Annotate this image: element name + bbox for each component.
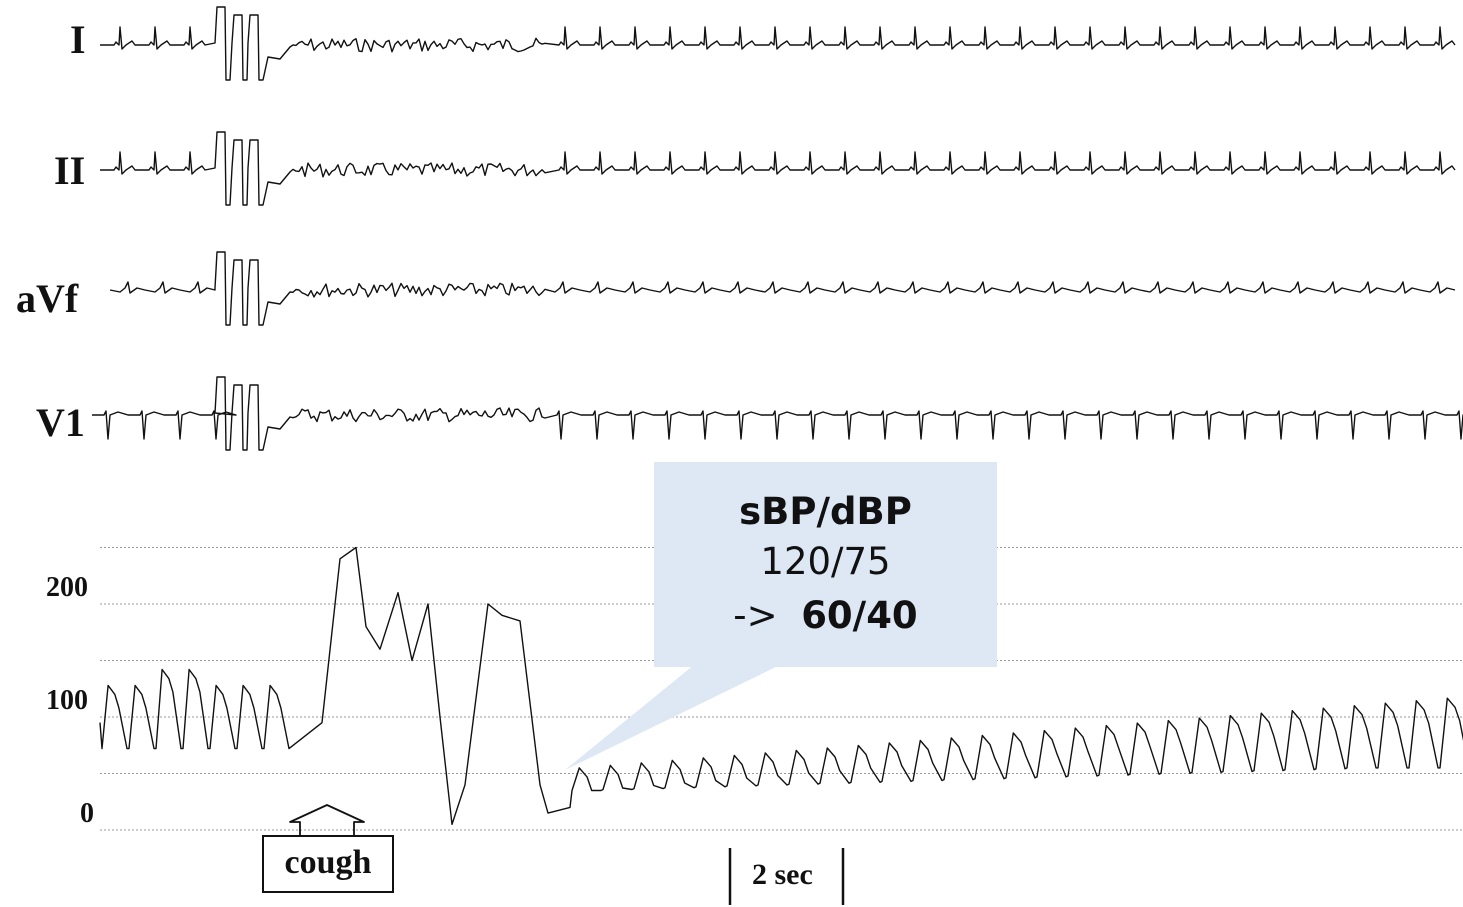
ecg-trace-ii	[100, 131, 1456, 206]
y-tick-100: 100	[46, 685, 88, 716]
cough-arrow-icon	[289, 804, 365, 836]
time-scale-label: 2 sec	[752, 858, 813, 891]
lead-label-II: II	[54, 148, 86, 193]
callout-arrow: ->	[733, 594, 778, 637]
bp-callout: sBP/dBP 120/75 -> 60/40	[654, 462, 997, 667]
callout-before: 120/75	[760, 540, 891, 583]
ecg-traces	[92, 6, 1463, 451]
ecg-trace-i	[100, 6, 1456, 81]
y-tick-200: 200	[46, 572, 88, 603]
ecg-trace-v1	[92, 376, 1463, 451]
annotation-markers	[289, 660, 845, 905]
ecg-trace-avf	[109, 251, 1456, 326]
y-tick-0: 0	[80, 798, 94, 829]
callout-after: 60/40	[801, 594, 918, 637]
lead-label-V1: V1	[36, 400, 85, 445]
cough-label: cough	[262, 835, 394, 893]
lead-label-I: I	[70, 17, 86, 62]
callout-title: sBP/dBP	[739, 490, 912, 533]
bp-trace-line	[99, 546, 1463, 826]
lead-label-aVf: aVf	[16, 276, 79, 321]
blood-pressure-trace	[99, 546, 1463, 826]
callout-change: -> 60/40	[654, 588, 997, 644]
callout-pointer	[565, 660, 790, 770]
